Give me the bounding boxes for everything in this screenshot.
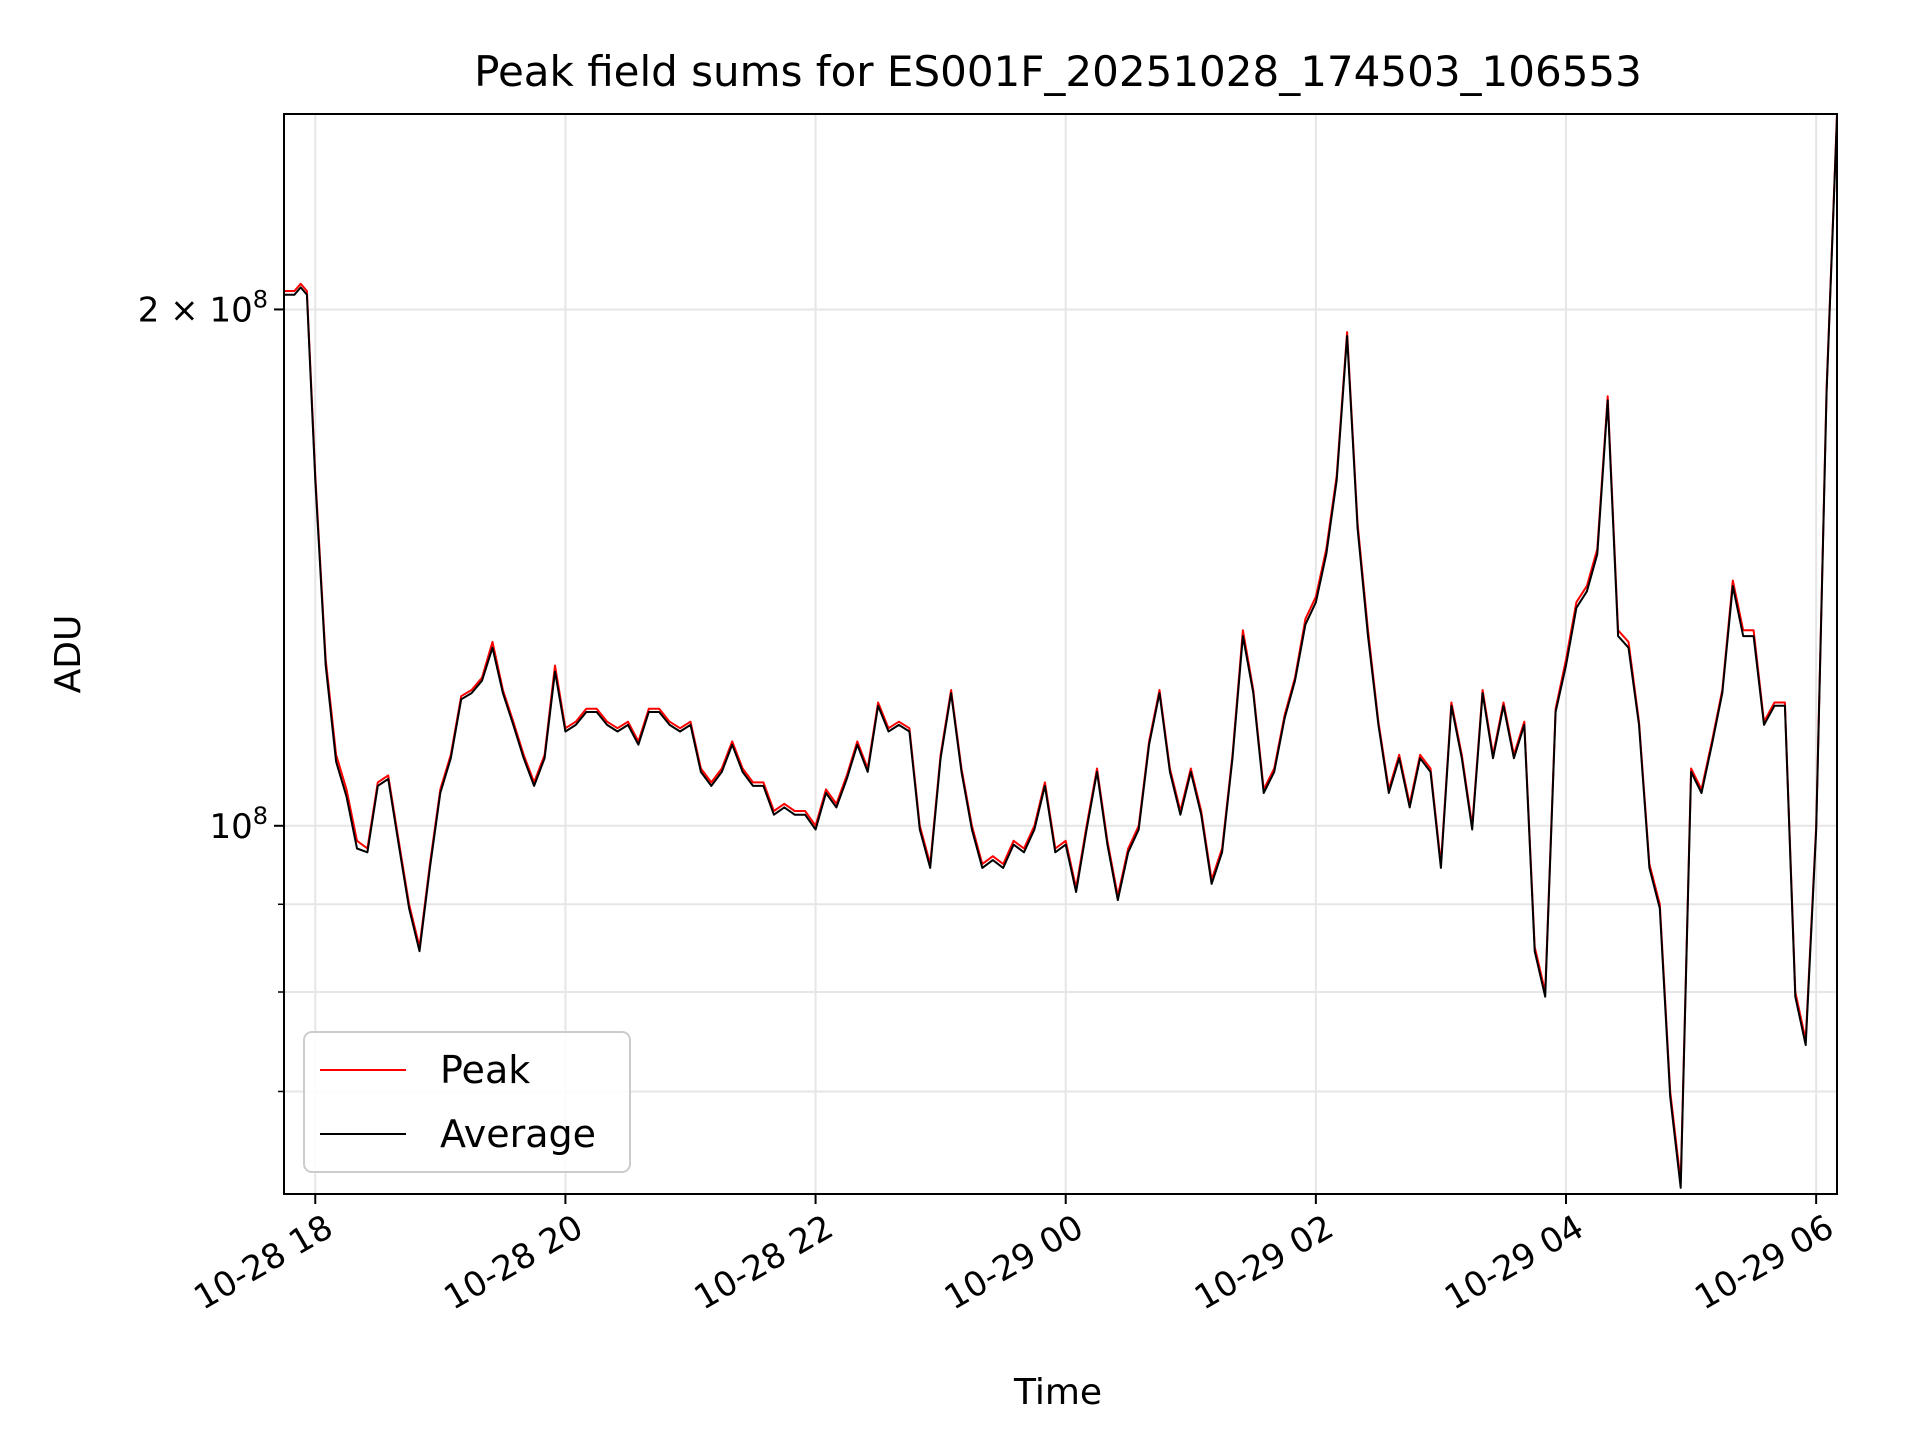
chart-title: Peak field sums for ES001F_20251028_1745… [474, 47, 1642, 96]
plot-frame [283, 113, 1838, 1195]
y-tick-label-base: 10 [209, 807, 252, 847]
y-tick-label-base: 10 [209, 290, 252, 330]
y-tick-label: 108 [209, 802, 268, 847]
y-tick-label-exp: 8 [253, 802, 268, 830]
legend-label-average: Average [440, 1112, 596, 1156]
x-axis-label: Time [1013, 1372, 1102, 1413]
legend: Peak Average [303, 1031, 631, 1173]
y-tick-label-coef: 2 × [138, 290, 210, 330]
y-axis-label: ADU [48, 615, 89, 694]
legend-label-peak: Peak [440, 1048, 530, 1092]
plot-area [284, 114, 1837, 1189]
y-tick-label-exp: 8 [253, 285, 268, 313]
y-tick-label: 2 × 108 [138, 285, 268, 330]
legend-box [303, 1031, 631, 1173]
series-line-average [284, 116, 1837, 1189]
